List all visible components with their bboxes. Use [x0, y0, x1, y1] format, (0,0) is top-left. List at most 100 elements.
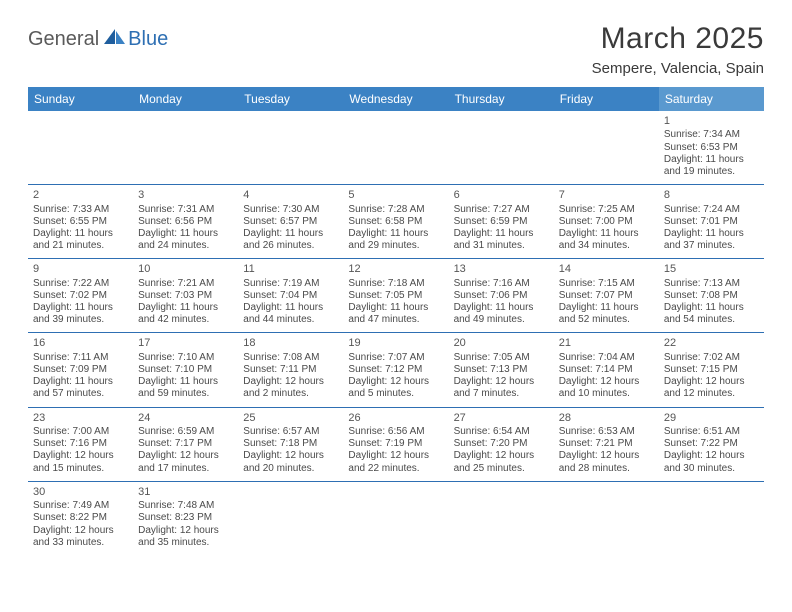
day-number: 11: [243, 263, 338, 276]
calendar-day-cell: 17Sunrise: 7:10 AMSunset: 7:10 PMDayligh…: [133, 333, 238, 407]
calendar-day-cell: 29Sunrise: 6:51 AMSunset: 7:22 PMDayligh…: [659, 407, 764, 481]
day-number: 18: [243, 337, 338, 350]
sunrise-text: Sunrise: 7:04 AM: [559, 352, 654, 364]
weekday-header: Friday: [554, 87, 659, 111]
sunset-text: Sunset: 7:05 PM: [348, 290, 443, 302]
daylight-text: Daylight: 11 hours and 24 minutes.: [138, 228, 233, 252]
calendar-day-cell: 14Sunrise: 7:15 AMSunset: 7:07 PMDayligh…: [554, 259, 659, 333]
calendar-day-cell: 11Sunrise: 7:19 AMSunset: 7:04 PMDayligh…: [238, 259, 343, 333]
calendar-week-row: 16Sunrise: 7:11 AMSunset: 7:09 PMDayligh…: [28, 333, 764, 407]
sunset-text: Sunset: 7:01 PM: [664, 216, 759, 228]
sunset-text: Sunset: 7:20 PM: [454, 438, 549, 450]
day-number: 6: [454, 189, 549, 202]
calendar-day-cell: 8Sunrise: 7:24 AMSunset: 7:01 PMDaylight…: [659, 185, 764, 259]
sunrise-text: Sunrise: 7:13 AM: [664, 278, 759, 290]
calendar-body: 1Sunrise: 7:34 AMSunset: 6:53 PMDaylight…: [28, 111, 764, 555]
daylight-text: Daylight: 12 hours and 15 minutes.: [33, 450, 128, 474]
daylight-text: Daylight: 12 hours and 22 minutes.: [348, 450, 443, 474]
calendar-day-cell: 18Sunrise: 7:08 AMSunset: 7:11 PMDayligh…: [238, 333, 343, 407]
sunset-text: Sunset: 7:16 PM: [33, 438, 128, 450]
calendar-day-cell: 16Sunrise: 7:11 AMSunset: 7:09 PMDayligh…: [28, 333, 133, 407]
sunrise-text: Sunrise: 7:02 AM: [664, 352, 759, 364]
sunset-text: Sunset: 7:08 PM: [664, 290, 759, 302]
daylight-text: Daylight: 11 hours and 44 minutes.: [243, 302, 338, 326]
day-number: 16: [33, 337, 128, 350]
sunset-text: Sunset: 7:02 PM: [33, 290, 128, 302]
sunset-text: Sunset: 8:22 PM: [33, 512, 128, 524]
sunset-text: Sunset: 6:56 PM: [138, 216, 233, 228]
daylight-text: Daylight: 11 hours and 19 minutes.: [664, 154, 759, 178]
day-number: 10: [138, 263, 233, 276]
daylight-text: Daylight: 11 hours and 39 minutes.: [33, 302, 128, 326]
daylight-text: Daylight: 11 hours and 21 minutes.: [33, 228, 128, 252]
sunrise-text: Sunrise: 7:07 AM: [348, 352, 443, 364]
day-number: 26: [348, 412, 443, 425]
sunrise-text: Sunrise: 6:56 AM: [348, 426, 443, 438]
calendar-day-cell: 22Sunrise: 7:02 AMSunset: 7:15 PMDayligh…: [659, 333, 764, 407]
sunset-text: Sunset: 7:18 PM: [243, 438, 338, 450]
sunset-text: Sunset: 7:21 PM: [559, 438, 654, 450]
daylight-text: Daylight: 11 hours and 54 minutes.: [664, 302, 759, 326]
calendar-week-row: 1Sunrise: 7:34 AMSunset: 6:53 PMDaylight…: [28, 111, 764, 185]
sunrise-text: Sunrise: 7:05 AM: [454, 352, 549, 364]
day-number: 13: [454, 263, 549, 276]
calendar-day-cell: 13Sunrise: 7:16 AMSunset: 7:06 PMDayligh…: [449, 259, 554, 333]
sunset-text: Sunset: 7:04 PM: [243, 290, 338, 302]
sunrise-text: Sunrise: 7:22 AM: [33, 278, 128, 290]
day-number: 22: [664, 337, 759, 350]
sunrise-text: Sunrise: 6:59 AM: [138, 426, 233, 438]
sunset-text: Sunset: 7:03 PM: [138, 290, 233, 302]
sunset-text: Sunset: 7:15 PM: [664, 364, 759, 376]
calendar-day-cell: 7Sunrise: 7:25 AMSunset: 7:00 PMDaylight…: [554, 185, 659, 259]
weekday-header: Thursday: [449, 87, 554, 111]
day-number: 29: [664, 412, 759, 425]
location: Sempere, Valencia, Spain: [592, 60, 764, 77]
sunrise-text: Sunrise: 7:34 AM: [664, 129, 759, 141]
sunrise-text: Sunrise: 6:53 AM: [559, 426, 654, 438]
month-title: March 2025: [592, 22, 764, 56]
sunrise-text: Sunrise: 7:24 AM: [664, 204, 759, 216]
sunrise-text: Sunrise: 7:28 AM: [348, 204, 443, 216]
calendar-empty-cell: [133, 111, 238, 185]
sunset-text: Sunset: 6:53 PM: [664, 142, 759, 154]
sunset-text: Sunset: 6:59 PM: [454, 216, 549, 228]
day-number: 3: [138, 189, 233, 202]
calendar-day-cell: 9Sunrise: 7:22 AMSunset: 7:02 PMDaylight…: [28, 259, 133, 333]
sunset-text: Sunset: 7:10 PM: [138, 364, 233, 376]
calendar-day-cell: 28Sunrise: 6:53 AMSunset: 7:21 PMDayligh…: [554, 407, 659, 481]
calendar-week-row: 2Sunrise: 7:33 AMSunset: 6:55 PMDaylight…: [28, 185, 764, 259]
calendar-empty-cell: [554, 481, 659, 555]
sunrise-text: Sunrise: 7:49 AM: [33, 500, 128, 512]
day-number: 7: [559, 189, 654, 202]
calendar-week-row: 30Sunrise: 7:49 AMSunset: 8:22 PMDayligh…: [28, 481, 764, 555]
day-number: 24: [138, 412, 233, 425]
day-number: 4: [243, 189, 338, 202]
calendar-day-cell: 19Sunrise: 7:07 AMSunset: 7:12 PMDayligh…: [343, 333, 448, 407]
calendar-empty-cell: [449, 111, 554, 185]
day-number: 31: [138, 486, 233, 499]
sunrise-text: Sunrise: 7:11 AM: [33, 352, 128, 364]
sunrise-text: Sunrise: 7:15 AM: [559, 278, 654, 290]
calendar-day-cell: 15Sunrise: 7:13 AMSunset: 7:08 PMDayligh…: [659, 259, 764, 333]
daylight-text: Daylight: 12 hours and 10 minutes.: [559, 376, 654, 400]
sunset-text: Sunset: 6:58 PM: [348, 216, 443, 228]
sunrise-text: Sunrise: 7:16 AM: [454, 278, 549, 290]
calendar-empty-cell: [238, 111, 343, 185]
weekday-header: Tuesday: [238, 87, 343, 111]
header: General Blue March 2025 Sempere, Valenci…: [28, 22, 764, 77]
day-number: 19: [348, 337, 443, 350]
logo-text-general: General: [28, 28, 99, 51]
calendar-week-row: 23Sunrise: 7:00 AMSunset: 7:16 PMDayligh…: [28, 407, 764, 481]
calendar-day-cell: 12Sunrise: 7:18 AMSunset: 7:05 PMDayligh…: [343, 259, 448, 333]
day-number: 2: [33, 189, 128, 202]
sunset-text: Sunset: 8:23 PM: [138, 512, 233, 524]
day-number: 1: [664, 115, 759, 128]
calendar-day-cell: 3Sunrise: 7:31 AMSunset: 6:56 PMDaylight…: [133, 185, 238, 259]
sunset-text: Sunset: 7:19 PM: [348, 438, 443, 450]
title-block: March 2025 Sempere, Valencia, Spain: [592, 22, 764, 77]
weekday-header: Monday: [133, 87, 238, 111]
calendar-day-cell: 6Sunrise: 7:27 AMSunset: 6:59 PMDaylight…: [449, 185, 554, 259]
sunset-text: Sunset: 7:12 PM: [348, 364, 443, 376]
sunset-text: Sunset: 7:14 PM: [559, 364, 654, 376]
day-number: 30: [33, 486, 128, 499]
